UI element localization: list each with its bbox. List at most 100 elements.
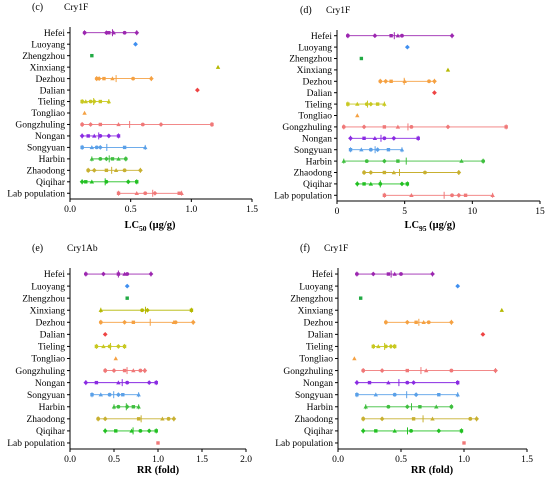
data-point: [98, 307, 103, 312]
data-point: [362, 182, 366, 186]
category-label: Tieling: [38, 343, 65, 353]
data-point: [382, 101, 387, 106]
category-label: Tieling: [38, 98, 65, 108]
category-label: Dezhou: [35, 319, 65, 329]
data-point: [364, 159, 369, 164]
data-point: [376, 344, 381, 349]
category-label: Songyuan: [294, 146, 332, 156]
data-point: [122, 319, 127, 325]
data-point: [427, 79, 431, 84]
data-point: [102, 331, 108, 337]
data-point: [102, 428, 108, 434]
data-point: [107, 344, 112, 349]
data-point: [359, 56, 364, 61]
category-label: Tongliao: [299, 355, 333, 365]
data-point: [123, 156, 128, 161]
data-point: [137, 167, 143, 173]
data-point: [414, 320, 418, 324]
category-label: Songyuan: [295, 391, 333, 401]
data-point: [116, 392, 121, 398]
data-point: [382, 125, 387, 129]
category-label: Xinxiang: [30, 306, 66, 316]
category-label: Nongan: [35, 379, 65, 389]
category-label: Gongzhuling: [15, 367, 65, 377]
data-point: [368, 101, 374, 107]
category-label: Hefei: [44, 269, 65, 280]
data-point: [374, 429, 378, 433]
data-point: [116, 344, 121, 349]
data-point: [434, 404, 439, 409]
data-point: [215, 64, 221, 69]
category-label: Nongan: [303, 379, 333, 389]
category-label: Xinxiang: [297, 66, 333, 76]
chart-panel-4: (f) Cry1F 0.0 0.5 1.0 1.5 Hefei Luoyang Zhengzho…: [275, 243, 533, 476]
panel-subtitle: Cry1F: [64, 3, 88, 13]
data-point: [134, 30, 140, 36]
data-point: [83, 380, 89, 386]
x-tick-label: 1.0: [185, 205, 197, 215]
data-point: [148, 76, 154, 81]
data-point: [462, 441, 466, 445]
x-tick-label: 0.0: [64, 205, 76, 215]
x-axis-title-unit: (μg/g): [427, 220, 456, 231]
x-axis-title-subscript: 50: [139, 224, 147, 233]
data-point: [122, 145, 127, 150]
data-point: [362, 170, 366, 175]
data-point: [386, 148, 391, 152]
data-point: [459, 158, 464, 163]
category-label: Xinxiang: [30, 63, 66, 73]
x-axis-title-subscript: 95: [419, 224, 427, 233]
data-point: [190, 319, 196, 325]
data-point: [368, 170, 374, 175]
data-point: [131, 76, 135, 81]
data-point: [98, 156, 103, 161]
data-point: [368, 147, 373, 152]
data-point: [179, 190, 184, 195]
data-point: [450, 193, 454, 198]
data-point: [404, 319, 410, 325]
data-point: [154, 429, 158, 433]
data-point: [129, 428, 134, 433]
data-point: [104, 30, 109, 36]
data-point: [430, 271, 435, 277]
data-point: [455, 283, 461, 289]
data-point: [173, 320, 178, 325]
data-point: [379, 416, 385, 422]
data-point: [449, 404, 454, 409]
data-point: [421, 320, 426, 324]
data-point: [171, 416, 177, 422]
panel-subtitle: Cry1F: [324, 244, 348, 254]
category-label: Lab population: [275, 439, 333, 449]
data-point: [111, 368, 117, 373]
data-point: [90, 393, 94, 397]
data-point: [94, 344, 99, 349]
data-point: [146, 380, 152, 386]
data-point: [142, 368, 148, 373]
category-label: Gongzhuling: [15, 121, 65, 131]
x-tick-label: 0.5: [108, 455, 120, 465]
category-label: Nongan: [35, 132, 65, 142]
chart-panel-3: (e) Cry1Ab 0.0 0.5 1.0 1.5 2.0 Hefei Luoyang Zhen…: [7, 243, 252, 476]
data-point: [90, 53, 94, 58]
data-point: [125, 296, 129, 300]
data-point: [98, 122, 103, 127]
data-point: [102, 416, 108, 422]
x-tick-label: 0: [335, 207, 340, 217]
panel-letter: (f): [300, 243, 310, 254]
category-label: Luoyang: [31, 40, 65, 50]
data-point: [391, 135, 397, 141]
data-point: [341, 125, 346, 129]
category-label: Harbin: [39, 155, 66, 165]
data-point: [424, 368, 429, 373]
data-point: [189, 308, 194, 312]
data-point: [104, 179, 109, 184]
category-label: Songyuan: [27, 144, 65, 154]
data-point: [136, 392, 141, 397]
data-point: [411, 417, 416, 421]
data-point: [395, 124, 401, 129]
data-point: [88, 122, 94, 127]
data-point: [138, 429, 143, 433]
category-label: Qiqihar: [36, 427, 66, 437]
data-point: [490, 193, 495, 197]
data-point: [122, 344, 127, 349]
